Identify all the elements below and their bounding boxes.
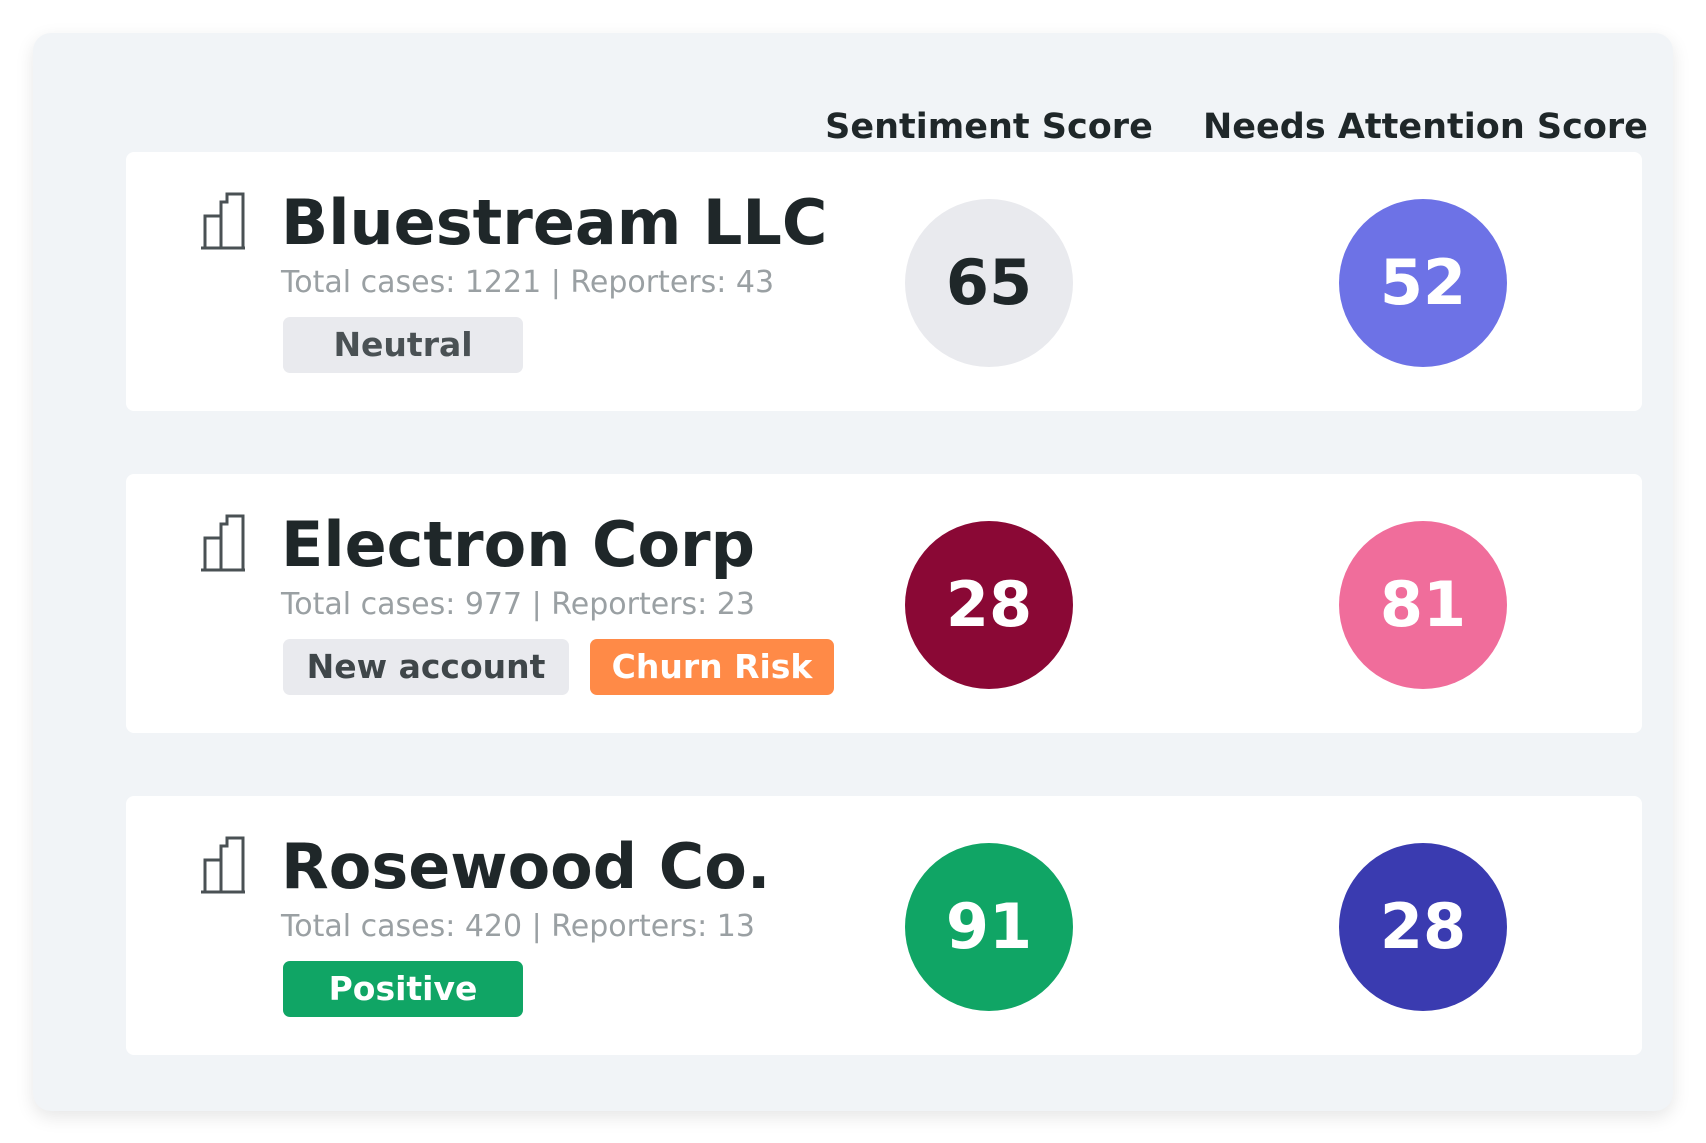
tag-list: Positive [283,961,523,1017]
positive-tag: Positive [283,961,523,1017]
accounts-panel: Sentiment Score Needs Attention Score Bl… [33,33,1673,1111]
sentiment-score-header: Sentiment Score [825,107,1153,147]
building-icon [201,192,245,250]
building-icon [201,514,245,572]
account-card-bluestream[interactable]: Bluestream LLC Total cases: 1221 | Repor… [126,152,1642,411]
account-card-electron[interactable]: Electron Corp Total cases: 977 | Reporte… [126,474,1642,733]
company-stats: Total cases: 1221 | Reporters: 43 [281,265,775,300]
sentiment-score-badge: 65 [905,199,1073,367]
company-stats: Total cases: 977 | Reporters: 23 [281,587,755,622]
neutral-tag: Neutral [283,317,523,373]
tag-list: New account Churn Risk [283,639,834,695]
sentiment-score-badge: 91 [905,843,1073,1011]
account-card-rosewood[interactable]: Rosewood Co. Total cases: 420 | Reporter… [126,796,1642,1055]
churn-risk-tag: Churn Risk [590,639,834,695]
tag-list: Neutral [283,317,523,373]
sentiment-score-badge: 28 [905,521,1073,689]
new-account-tag: New account [283,639,569,695]
needs-attention-score-header: Needs Attention Score [1203,107,1648,147]
attention-score-badge: 28 [1339,843,1507,1011]
attention-score-badge: 52 [1339,199,1507,367]
company-name: Bluestream LLC [281,186,828,259]
attention-score-badge: 81 [1339,521,1507,689]
company-stats: Total cases: 420 | Reporters: 13 [281,909,755,944]
building-icon [201,836,245,894]
company-name: Electron Corp [281,508,755,581]
company-name: Rosewood Co. [281,830,771,903]
